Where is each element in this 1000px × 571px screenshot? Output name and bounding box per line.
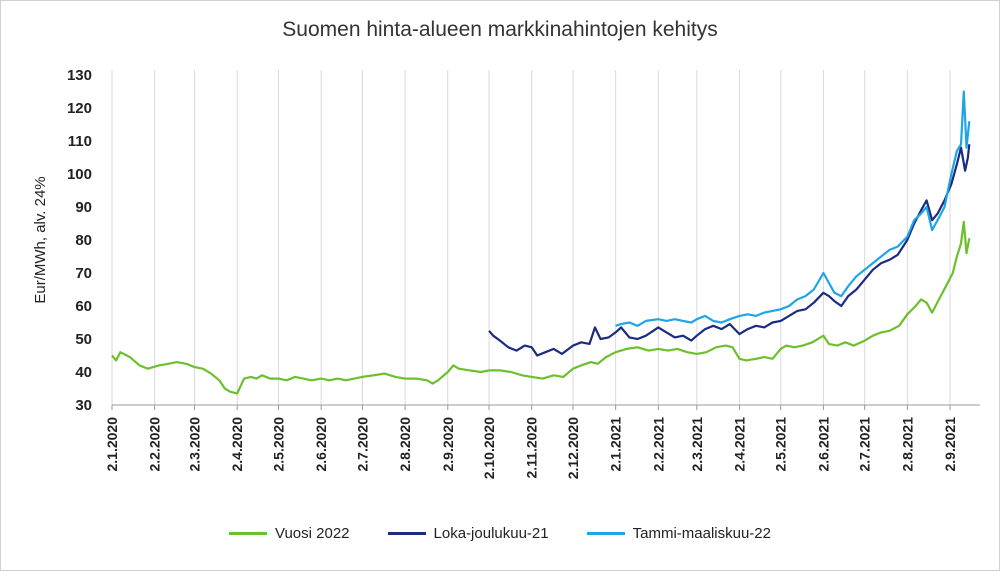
x-tick-label: 2.4.2020 bbox=[229, 417, 245, 472]
series-lines bbox=[111, 90, 971, 395]
x-tick-label: 2.3.2020 bbox=[187, 417, 203, 472]
x-tick-label: 2.2.2020 bbox=[147, 417, 163, 472]
x-tick-label: 2.11.2020 bbox=[524, 417, 540, 479]
legend-swatch bbox=[229, 532, 268, 535]
x-tick-label: 2.1.2020 bbox=[104, 417, 120, 472]
x-tick-label: 2.2.2021 bbox=[650, 417, 666, 472]
x-tick-label: 2.9.2021 bbox=[942, 417, 958, 472]
series-line-2 bbox=[488, 144, 971, 357]
legend-swatch bbox=[586, 532, 625, 535]
legend-item-3: Tammi-maaliskuu-22 bbox=[586, 525, 771, 542]
y-tick-label: 80 bbox=[75, 232, 92, 249]
chart-title: Suomen hinta-alueen markkinahintojen keh… bbox=[282, 18, 718, 41]
series-line-3 bbox=[615, 90, 971, 327]
y-tick-labels: 30 40 50 60 70 80 90 100 110 120 130 bbox=[67, 67, 92, 414]
axes bbox=[111, 404, 980, 410]
x-tick-label: 2.4.2021 bbox=[731, 417, 747, 472]
legend-item-2: Loka-joulukuu-21 bbox=[387, 525, 549, 542]
series-line-1 bbox=[111, 220, 971, 395]
x-tick-label: 2.7.2021 bbox=[857, 417, 873, 472]
legend-label: Tammi-maaliskuu-22 bbox=[632, 525, 771, 542]
y-tick-label: 50 bbox=[75, 331, 92, 348]
y-tick-label: 30 bbox=[75, 397, 92, 414]
y-tick-label: 120 bbox=[67, 100, 92, 117]
y-tick-label: 60 bbox=[75, 298, 92, 315]
y-tick-label: 40 bbox=[75, 364, 92, 381]
x-tick-label: 2.10.2020 bbox=[481, 417, 497, 479]
x-tick-label: 2.5.2021 bbox=[773, 417, 789, 472]
x-tick-label: 2.5.2020 bbox=[270, 417, 286, 472]
grid-lines bbox=[111, 70, 951, 405]
y-axis-label: Eur/MWh, alv. 24% bbox=[32, 176, 49, 303]
y-tick-label: 130 bbox=[67, 67, 92, 84]
legend: Vuosi 2022 Loka-joulukuu-21 Tammi-maalisku… bbox=[0, 525, 1000, 542]
x-tick-labels: 2.1.2020 2.2.2020 2.3.2020 2.4.2020 2.5.2020… bbox=[104, 417, 958, 480]
y-tick-label: 110 bbox=[68, 133, 92, 150]
y-tick-label: 90 bbox=[75, 199, 92, 216]
legend-label: Vuosi 2022 bbox=[275, 525, 350, 542]
x-tick-label: 2.1.2021 bbox=[608, 417, 624, 472]
x-tick-label: 2.8.2020 bbox=[397, 417, 413, 472]
legend-swatch bbox=[387, 532, 426, 535]
legend-item-1: Vuosi 2022 bbox=[229, 525, 350, 542]
x-tick-label: 2.6.2021 bbox=[815, 417, 831, 472]
x-tick-label: 2.3.2021 bbox=[689, 417, 705, 472]
x-tick-label: 2.7.2020 bbox=[354, 417, 370, 472]
y-tick-label: 70 bbox=[75, 265, 92, 282]
x-tick-label: 2.12.2020 bbox=[565, 417, 581, 479]
x-tick-label: 2.6.2020 bbox=[313, 417, 329, 472]
y-tick-label: 100 bbox=[67, 166, 92, 183]
x-tick-label: 2.8.2021 bbox=[899, 417, 915, 472]
legend-label: Loka-joulukuu-21 bbox=[433, 525, 549, 542]
x-tick-label: 2.9.2020 bbox=[440, 417, 456, 472]
